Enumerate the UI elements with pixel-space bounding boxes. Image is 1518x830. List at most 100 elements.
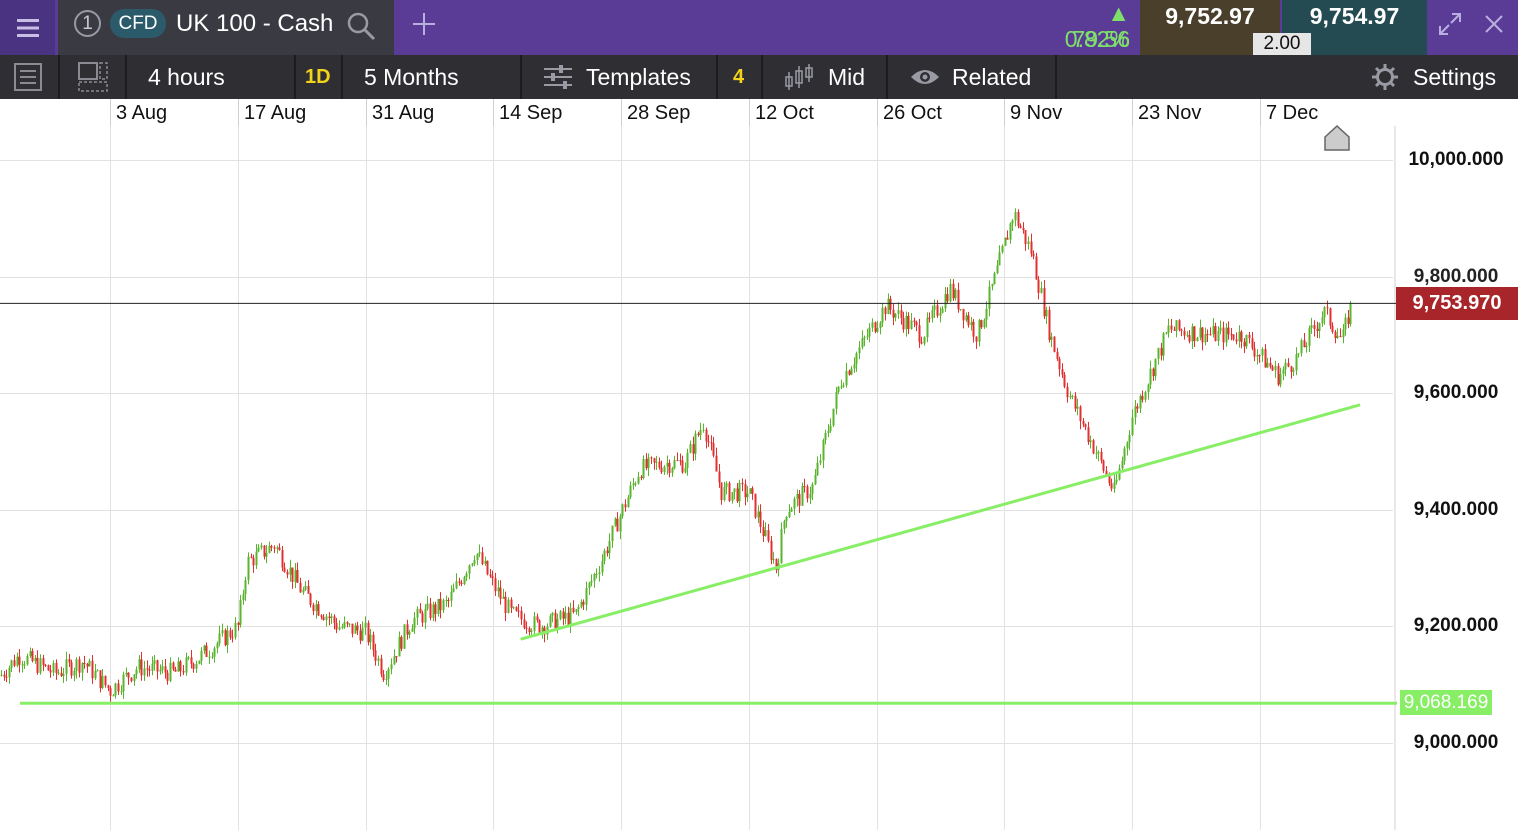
candle-body xyxy=(1334,331,1337,338)
expand-icon[interactable] xyxy=(1436,10,1464,38)
price-type-selector[interactable]: Mid xyxy=(828,64,866,90)
toolbar-divider xyxy=(716,55,718,99)
candle-body xyxy=(1277,365,1280,385)
candle-body xyxy=(554,612,557,630)
candle-body xyxy=(125,672,128,675)
instrument-name[interactable]: UK 100 - Cash xyxy=(176,10,334,37)
candle-body xyxy=(354,625,357,634)
candle-body xyxy=(1131,417,1134,435)
candle-body xyxy=(710,442,713,444)
candle-body xyxy=(499,587,502,599)
hamburger-menu-icon[interactable] xyxy=(0,0,55,55)
templates-button[interactable]: Templates xyxy=(586,64,691,90)
candle-body xyxy=(1105,470,1108,475)
candle-body xyxy=(1048,309,1051,340)
buy-price-button[interactable]: 9,754.97 xyxy=(1282,0,1427,55)
candle-body xyxy=(133,674,136,681)
candle-body xyxy=(78,659,81,673)
candle-body xyxy=(772,559,775,561)
candle-body xyxy=(902,318,905,330)
candle-body xyxy=(785,516,788,522)
candle-body xyxy=(195,663,198,669)
gear-icon[interactable] xyxy=(1370,62,1400,92)
candle-body xyxy=(226,630,229,646)
date-axis-tick xyxy=(749,99,750,126)
candle-body xyxy=(944,294,947,309)
candle-body xyxy=(1134,406,1137,418)
candle-body xyxy=(122,674,125,692)
candle-body xyxy=(234,622,237,638)
support-level-tag[interactable]: 9,068.169 xyxy=(1400,690,1492,715)
candle-body xyxy=(738,482,741,502)
date-axis-tick xyxy=(493,99,494,126)
candle-body xyxy=(361,627,364,641)
candle-body xyxy=(1126,442,1129,449)
instrument-type-badge: CFD xyxy=(110,9,166,38)
price-axis-label: 9,400.000 xyxy=(1413,498,1499,520)
candlestick-icon[interactable] xyxy=(784,62,814,92)
candle-body xyxy=(658,461,661,468)
range-selector[interactable]: 5 Months xyxy=(364,64,459,90)
candle-body xyxy=(325,616,328,620)
layout-icon[interactable] xyxy=(78,62,108,92)
candle-body xyxy=(1219,327,1222,331)
candle-body xyxy=(629,485,632,498)
candle-body xyxy=(94,670,97,679)
candle-body xyxy=(390,664,393,670)
indicator-count-badge[interactable]: 4 xyxy=(733,66,745,88)
period-badge[interactable]: 1D xyxy=(305,66,331,88)
candle-body xyxy=(915,322,918,326)
add-tab-plus-icon[interactable] xyxy=(410,10,438,38)
candle-body xyxy=(138,659,141,670)
candle-body xyxy=(1079,406,1082,422)
close-icon[interactable] xyxy=(1480,10,1508,38)
related-button[interactable]: Related xyxy=(952,64,1032,90)
candle-body xyxy=(697,433,700,436)
candle-body xyxy=(270,545,273,548)
candle-body xyxy=(458,581,461,583)
candle-body xyxy=(400,636,403,649)
candle-body xyxy=(146,668,149,670)
candle-body xyxy=(442,600,445,611)
home-icon[interactable] xyxy=(1322,124,1352,152)
candle-body xyxy=(650,457,653,459)
toolbar-divider xyxy=(125,55,127,99)
candle-body xyxy=(616,518,619,532)
candle-body xyxy=(1238,331,1241,342)
candle-body xyxy=(666,462,669,467)
interval-selector[interactable]: 4 hours xyxy=(148,64,225,90)
candle-body xyxy=(601,560,604,573)
settings-button[interactable]: Settings xyxy=(1413,64,1497,90)
candle-body xyxy=(406,624,409,635)
candle-body xyxy=(1139,395,1142,409)
trendline[interactable] xyxy=(520,403,1361,641)
candle-body xyxy=(432,604,435,618)
candle-body xyxy=(569,607,572,626)
sliders-icon[interactable] xyxy=(542,64,574,90)
candle-body xyxy=(536,616,539,621)
candle-body xyxy=(991,283,994,287)
candle-body xyxy=(736,488,739,502)
list-icon[interactable] xyxy=(14,63,42,91)
candle-body xyxy=(751,488,754,494)
candle-body xyxy=(806,486,809,499)
candle-body xyxy=(712,443,715,456)
candle-body xyxy=(140,659,143,676)
candle-body xyxy=(645,459,648,469)
candle-body xyxy=(1313,325,1316,329)
candle-body xyxy=(1227,327,1230,335)
candle-body xyxy=(855,353,858,365)
candle-body xyxy=(980,320,983,328)
candle-body xyxy=(811,484,814,494)
candle-body xyxy=(1157,348,1160,359)
eye-icon[interactable] xyxy=(910,66,940,88)
candle-body xyxy=(699,429,702,436)
candle-body xyxy=(780,528,783,564)
candle-body xyxy=(1149,368,1152,385)
candle-body xyxy=(1349,303,1352,324)
candle-body xyxy=(346,622,349,624)
candle-body xyxy=(260,545,263,548)
search-icon[interactable] xyxy=(345,10,377,42)
candle-body xyxy=(403,624,406,649)
price-chart[interactable] xyxy=(0,126,1518,830)
